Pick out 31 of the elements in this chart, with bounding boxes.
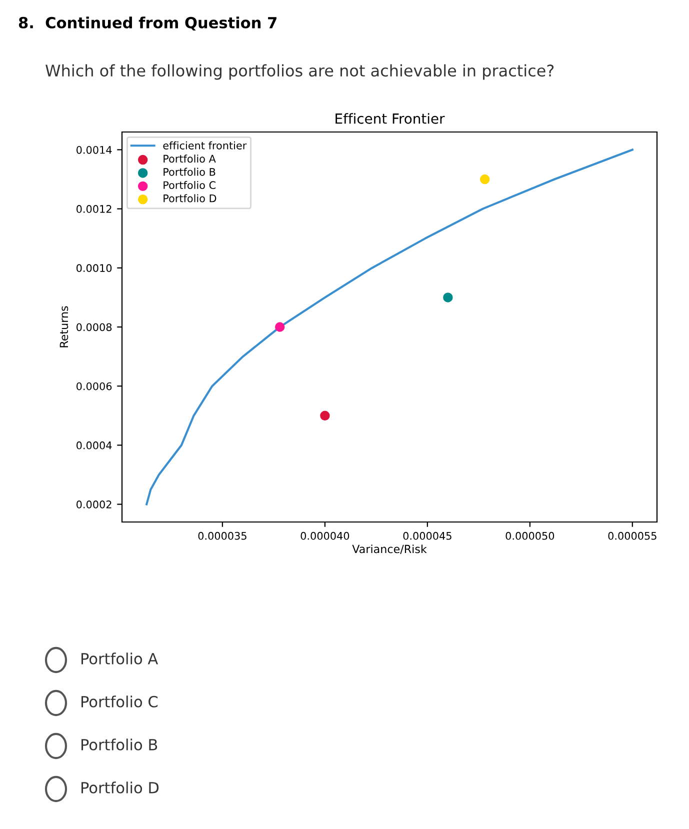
point [480, 174, 490, 184]
legend-label: Portfolio D [164, 194, 216, 202]
y-tick-label: 0.0014 [76, 146, 112, 154]
text: Portfolio D [82, 782, 159, 794]
x-tick-label: 0.000055 [608, 532, 656, 540]
y-tick-label: 0.0008 [76, 323, 112, 332]
legend-label: Portfolio B [164, 168, 216, 176]
x-tick-label: 0.000045 [403, 532, 452, 540]
text: 8. Continued from Question 7 [18, 16, 276, 30]
y-tick-label: 0.0002 [76, 500, 112, 508]
legend-label: efficient frontier [163, 141, 247, 150]
line-series [146, 148, 634, 506]
x-tick-label: 0.000040 [300, 532, 350, 540]
text: Portfolio C [82, 696, 158, 708]
y-tick-label: 0.0010 [76, 264, 112, 272]
point [274, 322, 285, 332]
x-tick-label: 0.000050 [506, 532, 554, 540]
legend-label: Portfolio A [164, 154, 216, 163]
text: Portfolio B [82, 738, 158, 750]
text: Portfolio A [82, 652, 158, 664]
point [320, 410, 330, 420]
y-axis-title: Returns [60, 306, 68, 348]
y-tick-label: 0.0004 [76, 441, 112, 450]
text: Which of the following portfolios are not achievable in practice? [46, 64, 554, 80]
legend-label: Portfolio C [164, 180, 216, 190]
x-axis-title: Variance/Risk [352, 544, 427, 554]
point [443, 292, 453, 302]
chart-title: Efficent Frontier [336, 113, 445, 124]
y-tick-label: 0.0006 [76, 382, 112, 390]
x-tick-label: 0.000035 [198, 532, 246, 540]
y-tick-label: 0.0012 [76, 205, 112, 213]
